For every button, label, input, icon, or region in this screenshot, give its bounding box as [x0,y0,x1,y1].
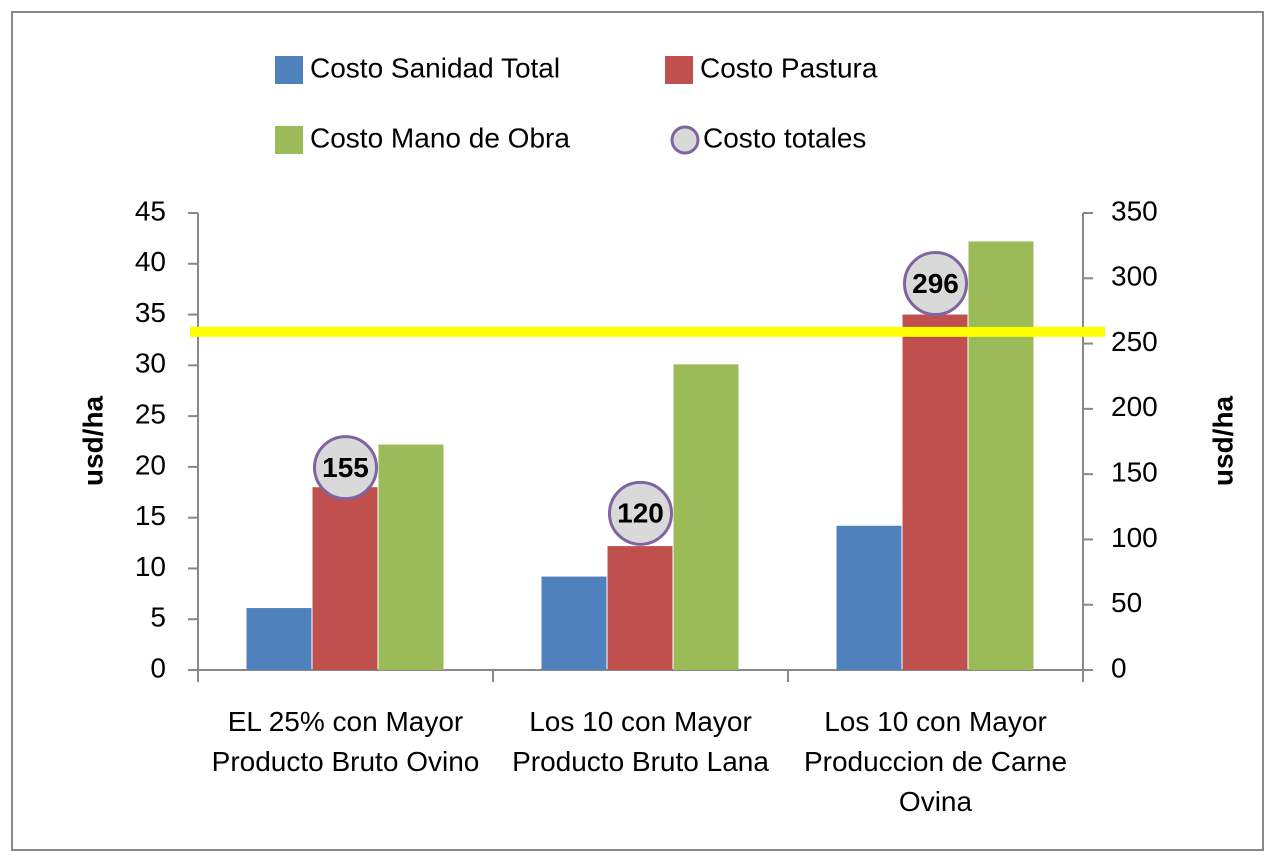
legend-swatch [665,56,693,84]
data-label: 120 [617,498,664,529]
y-tick-label: 30 [135,348,166,379]
y-tick-label: 25 [135,399,166,430]
bar [246,608,312,670]
bar [541,576,607,670]
x-tick-label: Los 10 con Mayor Producto Bruto Lana [512,706,769,777]
total-marker [608,480,673,546]
legend-label: Costo Sanidad Total [310,52,560,83]
legend-swatch [670,125,700,155]
y-tick-label: 40 [135,246,166,277]
bar [378,444,444,670]
frame [11,11,1264,851]
bar [607,546,673,670]
bar [312,487,378,670]
y-tick-label: 20 [135,449,166,480]
legend-swatch [275,126,303,154]
y-tick-label: 35 [135,297,166,328]
legend-label: Costo Pastura [700,52,878,83]
y2-tick-label: 300 [1111,261,1158,292]
bar [673,364,739,670]
y2-tick-label: 150 [1111,457,1158,488]
bar [902,314,968,670]
total-marker [313,435,378,501]
data-label: 155 [322,452,369,483]
y2-tick-label: 350 [1111,195,1158,226]
y-tick-label: 0 [150,652,166,683]
y-tick-label: 45 [135,195,166,226]
legend-label: Costo totales [703,122,866,153]
y2-tick-label: 100 [1111,522,1158,553]
bar [968,241,1034,671]
total-marker [903,251,968,317]
y-tick-label: 15 [135,500,166,531]
x-tick-label: Los 10 con Mayor Produccion de Carne Ovi… [803,706,1068,817]
y-tick-label: 5 [150,602,166,633]
bar [836,525,902,670]
y2-tick-label: 250 [1111,326,1158,357]
legend-label: Costo Mano de Obra [310,122,570,153]
data-label: 296 [912,268,959,299]
y2-tick-label: 50 [1111,587,1142,618]
legend-swatch [275,56,303,84]
x-tick-label: EL 25% con Mayor Producto Bruto Ovino [211,706,480,777]
y-tick-label: 10 [135,551,166,582]
y2-tick-label: 0 [1111,652,1127,683]
y2-axis-label: usd/ha [1207,395,1238,486]
y-axis-label: usd/ha [77,395,108,486]
y2-tick-label: 200 [1111,391,1158,422]
